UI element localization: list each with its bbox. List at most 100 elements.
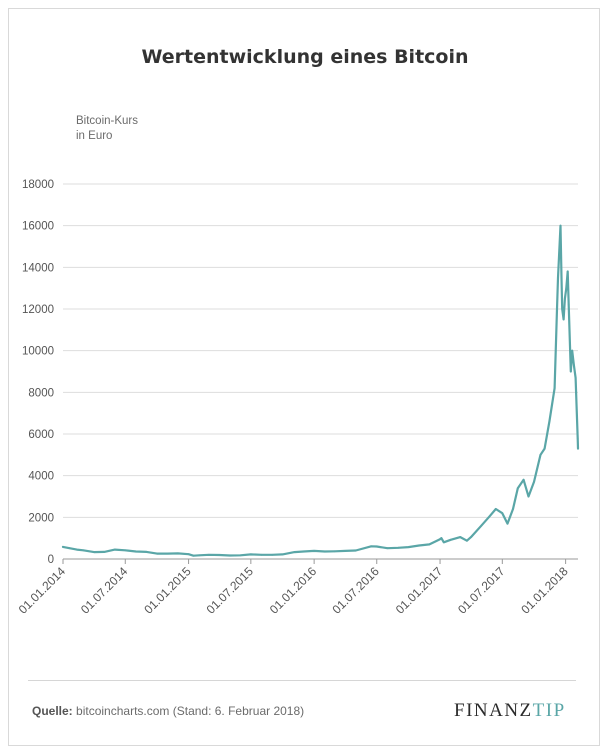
data-point [442,541,445,544]
data-point [397,546,399,549]
data-point [198,554,201,557]
data-point [573,364,575,367]
y-tick-label: 12000 [22,304,54,316]
data-point [560,276,563,279]
data-point [386,547,389,550]
x-tick-label: 01.01.2015 [141,564,194,617]
x-tick-label: 01.01.2017 [393,564,446,617]
logo-text-tip: TIP [532,700,566,721]
data-point [192,554,195,557]
data-point [293,551,296,553]
data-point [187,553,190,556]
y-tick-label: 10000 [22,346,54,358]
data-point [271,553,274,556]
y-axis-label-line-1: Bitcoin-Kurs [76,115,138,127]
x-tick-label: 01.01.2014 [16,564,69,617]
data-point [565,287,568,290]
data-point [156,552,158,555]
data-point [135,550,137,553]
data-point [576,437,579,440]
data-point [75,548,78,551]
data-point [567,303,570,306]
data-point [62,546,64,548]
data-point [566,270,569,273]
y-tick-label: 0 [48,554,54,566]
data-point [208,553,210,556]
data-point [313,550,315,552]
data-point [145,551,148,553]
data-point [548,420,551,423]
data-point [574,376,577,379]
data-point [333,550,336,553]
source-text: bitcoincharts.com (Stand: 6. Februar 201… [76,704,305,718]
data-point [539,453,542,456]
data-point [239,554,242,557]
data-point [428,543,431,546]
data-point [439,538,441,541]
y-axis-label: Bitcoin-Kurs in Euro [76,114,138,144]
chart-title: Wertentwicklung eines Bitcoin [141,46,469,68]
data-point [494,508,497,510]
data-point [533,481,535,483]
data-point [177,552,179,555]
footer-divider [28,680,576,681]
data-point [114,548,116,551]
data-point [569,370,572,373]
data-point [506,522,509,525]
data-point [375,545,378,548]
data-point [501,512,504,515]
data-point [218,554,221,556]
data-point [103,551,106,553]
data-point [480,524,483,527]
x-tick-labels: 01.01.2014 01.07.2014 01.01.2015 01.07.2015… [16,559,571,617]
data-point [459,536,462,538]
data-point [522,478,525,481]
data-point [302,550,305,553]
data-point [553,387,556,390]
data-point [466,539,468,542]
finanztip-logo: FINANZTIP [454,700,566,722]
data-point [516,487,519,490]
data-point [571,349,574,352]
data-point [559,224,562,227]
data-point [407,546,410,548]
data-point [575,406,578,408]
data-point [82,549,85,552]
y-tick-label: 16000 [22,221,54,233]
data-point [440,537,443,540]
source-note: Quelle: bitcoincharts.com (Stand: 6. Feb… [32,704,304,718]
data-point [577,447,579,450]
data-point [512,508,514,510]
data-point [260,553,263,556]
y-axis-label-line-2: in Euro [76,130,113,142]
y-tick-label: 6000 [28,429,54,441]
x-tick-label: 01.07.2015 [204,564,257,617]
data-point [527,495,530,498]
x-tick-label: 01.07.2017 [455,564,508,617]
data-point [281,553,284,556]
x-tick-label: 01.07.2014 [78,564,131,617]
data-point [124,549,127,552]
x-tick-label: 01.07.2016 [329,564,382,617]
data-point [543,447,546,450]
y-tick-label: 4000 [28,471,54,483]
x-tick-label: 01.01.2016 [267,564,320,617]
price-line-series-0 [61,224,580,557]
source-label: Quelle: [32,704,73,718]
data-point [564,297,566,300]
data-point [556,308,558,310]
data-point [166,552,169,555]
data-point [488,515,491,518]
series-layer [61,224,580,557]
y-tick-label: 8000 [28,387,54,399]
data-point [68,547,71,550]
gridlines [63,183,578,560]
data-point [561,308,564,310]
x-tick-label: 01.01.2018 [518,564,571,617]
chart-frame [8,8,600,746]
y-tick-label: 18000 [22,179,54,191]
y-tick-label: 14000 [22,262,54,274]
data-point [370,545,373,548]
data-point [470,536,472,538]
